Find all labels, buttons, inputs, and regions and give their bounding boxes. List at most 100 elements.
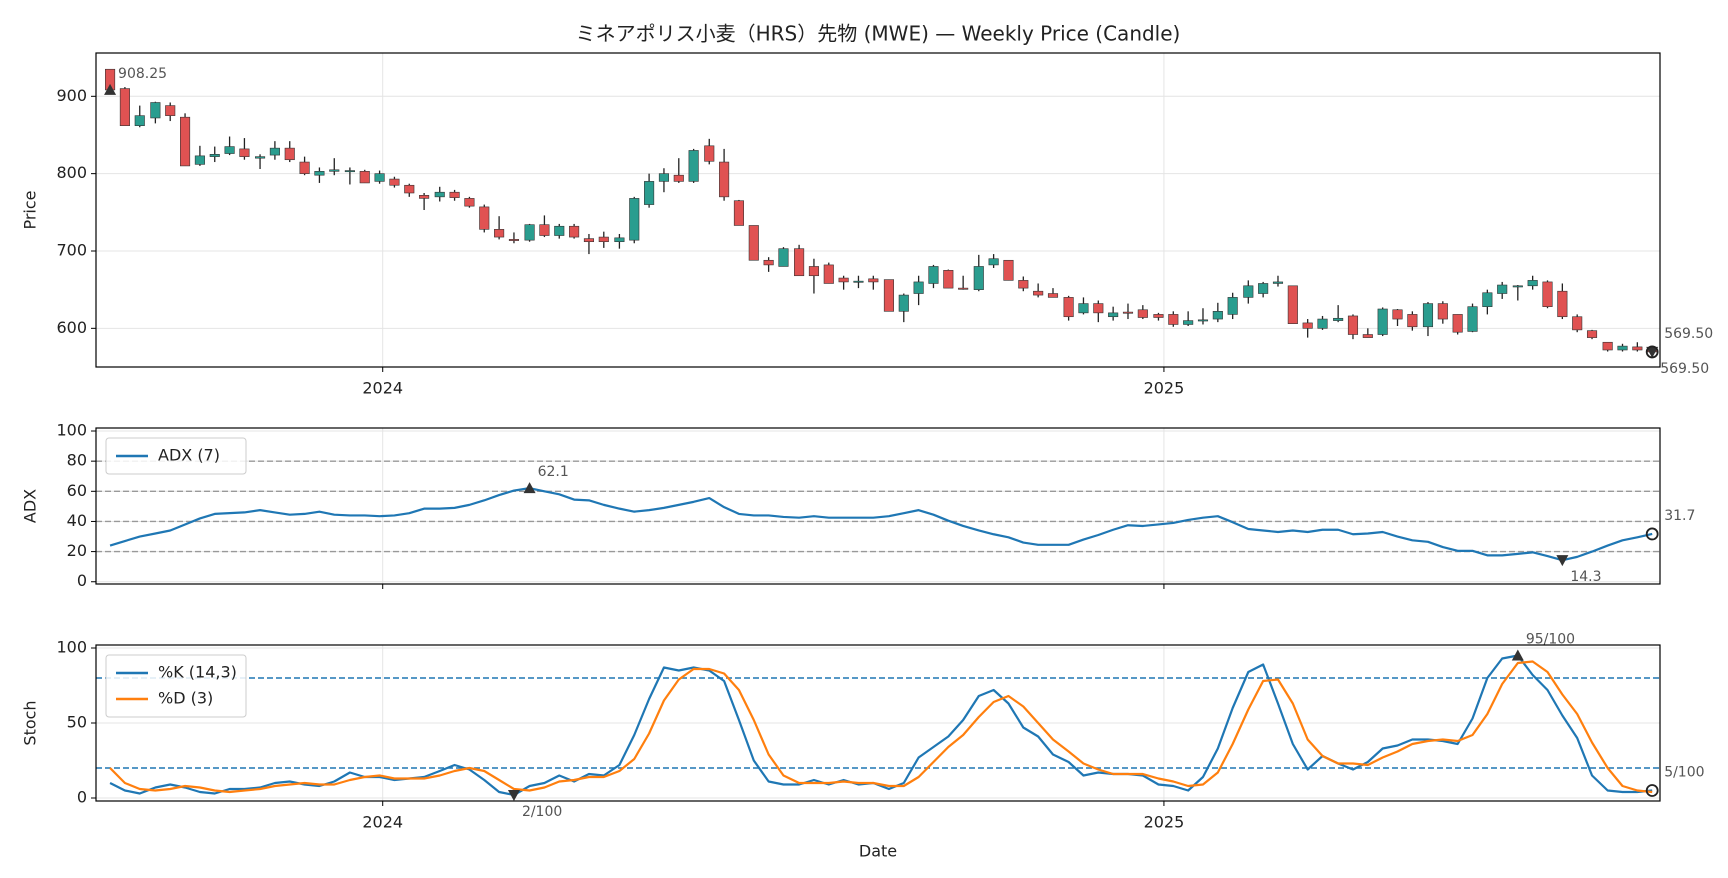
x-tick-label: 2025: [1144, 813, 1185, 832]
y-tick-label: 600: [56, 318, 87, 337]
candle-body: [239, 148, 250, 157]
legend-label: %D (3): [158, 689, 213, 708]
candle-body: [823, 264, 834, 284]
annotation-label: 569.50: [1664, 326, 1713, 342]
candle-body: [1137, 309, 1148, 318]
candle-body: [508, 239, 520, 241]
y-tick-label: 60: [67, 481, 87, 500]
candle-body: [194, 155, 205, 165]
candle-body: [1317, 318, 1328, 329]
candle-body: [1422, 303, 1434, 328]
candle-body: [434, 191, 445, 198]
min-marker: [1646, 346, 1659, 358]
candle-body: [224, 146, 235, 154]
candle-body: [1272, 281, 1284, 284]
annotation-label: 569.50: [1660, 361, 1709, 377]
candle-body: [1033, 290, 1044, 296]
candle-body: [255, 156, 266, 159]
plot-frame: [95, 52, 1661, 368]
candle-body: [1347, 315, 1359, 335]
y-axis-label: ADX: [21, 489, 40, 523]
candle-body: [1018, 280, 1029, 289]
candle-body: [209, 154, 220, 157]
candle-body: [1617, 345, 1628, 351]
candle-body: [719, 161, 730, 198]
candle-body: [524, 224, 535, 241]
series-line: [109, 487, 1653, 562]
candle-body: [1183, 320, 1194, 325]
legend-label: %K (14,3): [158, 663, 237, 682]
y-tick-label: 0: [77, 571, 87, 590]
candle-body: [1482, 292, 1493, 307]
candle-body: [1467, 306, 1478, 332]
annotation-label: 95/100: [1526, 632, 1575, 648]
annotation-label: 908.25: [118, 66, 167, 82]
min-marker: [1556, 555, 1569, 567]
candle-body: [704, 145, 715, 162]
candle-body: [1437, 303, 1448, 320]
y-tick-label: 800: [56, 163, 87, 182]
candle-body: [629, 198, 640, 241]
candle-body: [1258, 283, 1269, 294]
candle-body: [1047, 293, 1059, 298]
x-tick-label: 2025: [1144, 379, 1185, 398]
candle-body: [1093, 303, 1104, 314]
candle-body: [644, 181, 655, 205]
annotation-label: 2/100: [522, 804, 562, 820]
candle-body: [419, 195, 430, 199]
candle-body: [165, 105, 176, 116]
candle-body: [1003, 259, 1014, 281]
candle-body: [464, 198, 475, 207]
candle-body: [1063, 297, 1074, 318]
candle-body: [449, 191, 460, 198]
candle-body: [314, 171, 325, 176]
candle-body: [479, 206, 490, 230]
candle-body: [883, 279, 894, 312]
candle-body: [494, 229, 505, 238]
y-tick-label: 900: [56, 86, 87, 105]
candle-body: [1392, 309, 1403, 320]
candle-body: [1572, 316, 1583, 331]
last-marker: [1645, 784, 1659, 797]
max-marker: [523, 482, 536, 494]
last-marker: [1645, 527, 1659, 541]
candle-body: [1168, 314, 1179, 325]
candle-body: [913, 281, 924, 294]
y-tick-label: 80: [67, 451, 87, 470]
candle-body: [374, 173, 385, 182]
legend-label: ADX (7): [158, 446, 220, 465]
candle-body: [269, 147, 280, 156]
candle-body: [673, 174, 684, 182]
candle-body: [688, 150, 699, 182]
candle-body: [1602, 341, 1613, 351]
candle-body: [554, 225, 565, 236]
candle-body: [1227, 297, 1238, 315]
candle-body: [1302, 322, 1313, 329]
x-tick-label: 2024: [362, 379, 403, 398]
candle-body: [1122, 311, 1134, 314]
annotation-label: 14.3: [1570, 569, 1601, 585]
y-tick-label: 50: [67, 713, 87, 732]
candle-body: [973, 266, 984, 290]
candle-body: [1497, 284, 1508, 294]
candle-body: [569, 225, 580, 238]
candle-body: [1542, 281, 1553, 307]
candle-body: [1153, 314, 1164, 318]
candle-body: [988, 258, 999, 266]
candle-body: [1377, 308, 1388, 335]
min-marker: [507, 790, 520, 801]
legend-box: [105, 654, 247, 718]
candle-body: [794, 248, 805, 277]
candle-body: [838, 277, 849, 283]
candle-body: [1452, 314, 1463, 333]
candle-body: [1078, 303, 1089, 314]
candle-body: [180, 116, 191, 167]
candle-body: [150, 102, 161, 119]
candle-body: [1108, 312, 1119, 318]
candle-body: [748, 225, 759, 261]
candle-body: [1512, 285, 1523, 288]
candle-body: [808, 266, 819, 277]
annotation-label: 31.7: [1664, 508, 1695, 524]
candle-body: [598, 236, 609, 243]
